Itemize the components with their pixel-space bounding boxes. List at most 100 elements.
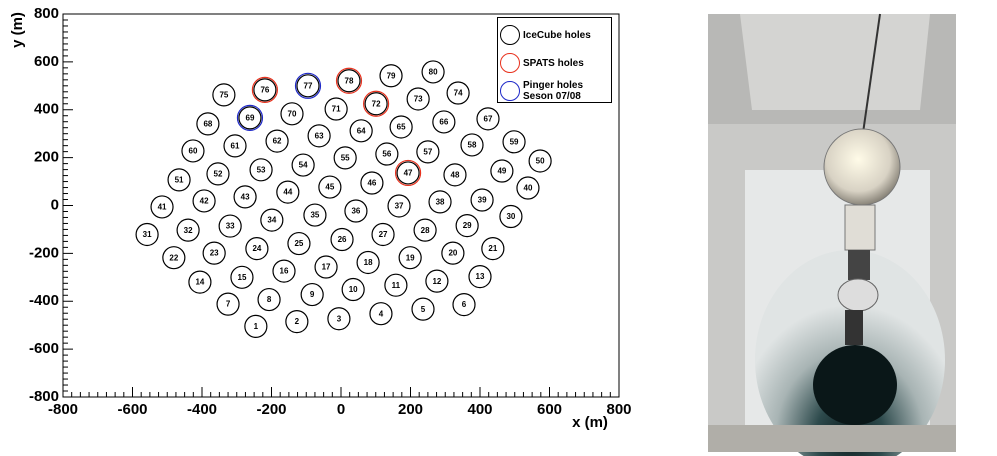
hole-marker (455, 214, 479, 238)
hole-label: 46 (367, 179, 376, 188)
hole-label: 18 (364, 258, 373, 267)
hole-label: 6 (462, 300, 467, 309)
hole-label: 29 (463, 221, 472, 230)
x-tick-label: -600 (117, 401, 147, 418)
hole-label: 73 (414, 95, 423, 104)
y-axis-label: y (m) (9, 12, 26, 48)
hole-label: 67 (484, 114, 493, 123)
hole-marker (341, 277, 365, 302)
x-tick-label: 0 (337, 401, 345, 418)
hole-label: 40 (524, 184, 533, 193)
hole-marker (272, 259, 296, 283)
hole-label: 30 (506, 212, 515, 221)
hole-marker (481, 236, 505, 261)
legend-label: SPATS holes (523, 57, 584, 69)
hole-marker (476, 107, 500, 131)
hole-label: 26 (338, 235, 347, 244)
hole-label: 47 (404, 169, 413, 178)
y-tick-label: 800 (34, 5, 59, 22)
hole-marker (233, 185, 257, 209)
hole-label: 48 (451, 170, 460, 179)
legend-entry: SPATS holes (500, 50, 610, 76)
y-tick-label: 600 (34, 53, 59, 70)
hole-marker (516, 176, 540, 200)
hole-label: 44 (283, 188, 292, 197)
hole-label: 8 (267, 295, 272, 304)
hole-label: 28 (421, 226, 430, 235)
hole-label: 63 (315, 131, 324, 140)
hole-marker (296, 74, 320, 98)
hole-marker (394, 159, 422, 187)
hole-marker (470, 188, 494, 212)
hole-marker (202, 241, 226, 265)
hole-label: 11 (392, 281, 401, 290)
hole-marker (413, 218, 437, 242)
hole-label: 43 (241, 192, 250, 201)
hole-label: 15 (238, 273, 247, 282)
y-tick-label: -600 (29, 340, 59, 357)
hole-label: 20 (448, 249, 457, 258)
legend-marker (500, 81, 520, 101)
hole-label: 77 (304, 81, 313, 90)
hole-label: 45 (325, 183, 334, 192)
hole-marker (218, 214, 242, 238)
hole-marker (244, 314, 268, 338)
hole-label: 3 (337, 314, 342, 323)
hole-marker (502, 130, 526, 154)
x-tick-label: 800 (606, 401, 631, 418)
hole-label: 76 (260, 85, 269, 94)
hole-marker (356, 250, 380, 275)
x-tick-label: -800 (48, 401, 78, 418)
hole-label: 39 (478, 196, 487, 205)
hole-marker (216, 292, 240, 316)
hole-marker (499, 204, 523, 229)
hole-marker (257, 287, 281, 312)
hole-marker (245, 236, 269, 261)
hole-label: 31 (143, 230, 152, 239)
hole-marker (188, 270, 212, 294)
hole-marker (421, 60, 445, 84)
hole-marker (344, 199, 368, 223)
x-tick-label: -400 (187, 401, 217, 418)
hole-label: 58 (468, 141, 477, 150)
y-tick-label: 400 (34, 101, 59, 118)
hole-label: 17 (322, 263, 331, 272)
hole-marker (379, 64, 403, 88)
hole-marker (294, 72, 322, 99)
legend-label: IceCube holes (523, 29, 591, 41)
legend-label: Pinger holes Seson 07/08 (523, 80, 584, 102)
hole-marker (253, 78, 277, 102)
hole-marker (360, 171, 384, 195)
hole-marker (389, 115, 413, 139)
hole-marker (443, 163, 467, 187)
hole-marker (406, 87, 430, 111)
hole-marker (490, 159, 514, 183)
hole-label: 5 (421, 305, 426, 314)
hole-marker (192, 189, 216, 213)
hole-label: 61 (231, 142, 240, 151)
hole-label: 70 (288, 109, 297, 118)
photo (708, 13, 956, 456)
hole-marker (303, 203, 327, 227)
hole-label: 10 (349, 285, 358, 294)
hole-marker (425, 269, 449, 293)
hole-label: 60 (189, 147, 198, 156)
legend: IceCube holes SPATS holes Pinger holes Ses… (497, 17, 612, 103)
y-tick-label: 200 (34, 149, 59, 166)
hole-marker (300, 282, 324, 307)
legend-marker (500, 25, 520, 45)
hole-marker (291, 153, 315, 177)
hole-label: 56 (382, 150, 391, 159)
hole-marker (428, 190, 452, 214)
hole-label: 12 (432, 277, 441, 286)
hole-marker (260, 208, 284, 232)
hole-marker (251, 76, 278, 103)
hole-marker (196, 112, 220, 136)
hole-label: 9 (310, 290, 315, 299)
hole-marker (265, 129, 289, 153)
hole-label: 24 (252, 244, 261, 253)
hole-marker (432, 110, 456, 134)
hole-label: 74 (454, 89, 463, 98)
